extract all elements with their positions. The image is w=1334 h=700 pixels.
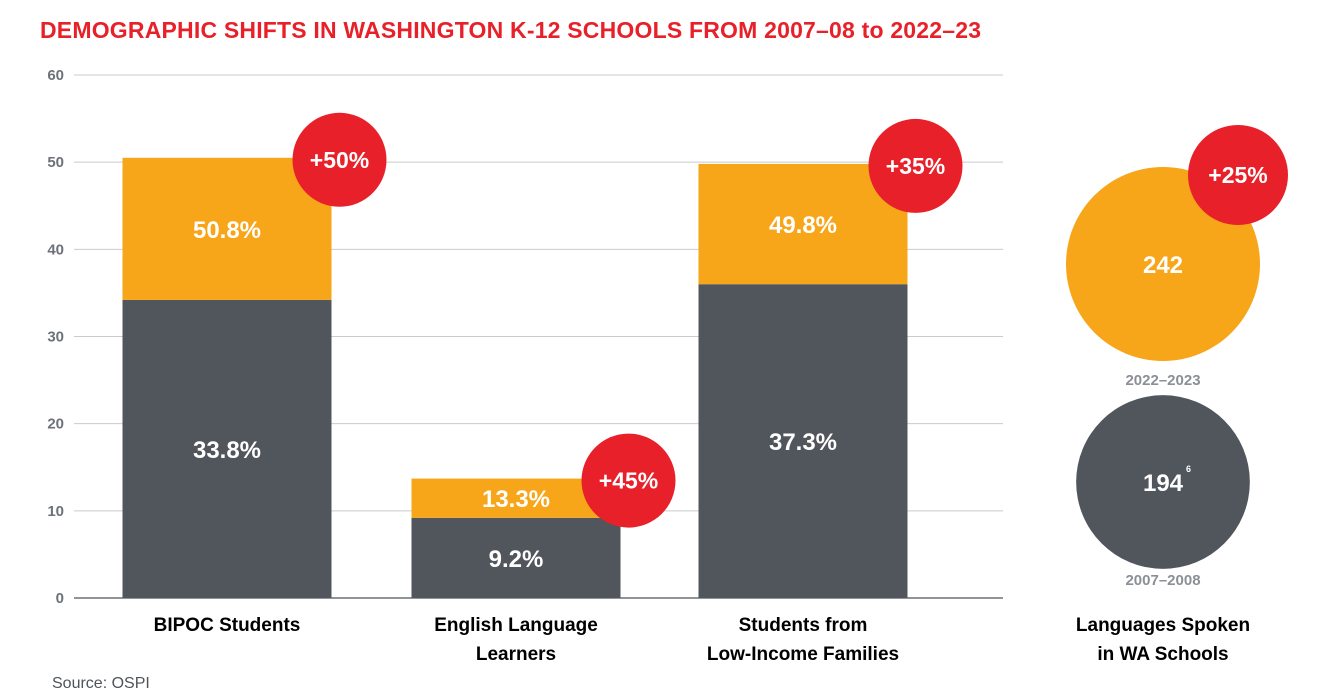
- increase-badge: [292, 112, 387, 207]
- language-bubble: [1076, 395, 1250, 569]
- y-tick-label: 60: [47, 67, 64, 84]
- y-tick-label: 40: [47, 241, 64, 258]
- y-tick-label: 0: [56, 590, 64, 607]
- y-tick-label: 50: [47, 154, 64, 171]
- increase-badge: [868, 118, 963, 213]
- y-tick-label: 30: [47, 329, 64, 346]
- category-label: Low-Income Families: [707, 644, 899, 665]
- y-tick-label: 10: [47, 503, 64, 520]
- increase-badge-label: +45%: [599, 468, 658, 494]
- bar-value-label: 50.8%: [193, 217, 261, 244]
- bar-value-label: 13.3%: [482, 486, 550, 513]
- footnote-marker: 6: [1186, 464, 1191, 474]
- language-count-label: 194: [1143, 470, 1184, 497]
- increase-badge: [1188, 125, 1288, 225]
- bar-value-label: 49.8%: [769, 212, 837, 239]
- increase-badge-label: +50%: [310, 147, 369, 173]
- bubble-year-label: 2022–2023: [1125, 372, 1200, 389]
- increase-badge-label: +25%: [1208, 162, 1267, 188]
- increase-badge-label: +35%: [886, 153, 945, 179]
- y-tick-label: 20: [47, 416, 64, 433]
- bar-segment-2007-08: [122, 299, 332, 598]
- category-label: Languages Spoken: [1076, 615, 1250, 636]
- bar-value-label: 37.3%: [769, 429, 837, 456]
- chart-title: DEMOGRAPHIC SHIFTS IN WASHINGTON K-12 SC…: [40, 17, 982, 43]
- increase-badge: [581, 433, 676, 528]
- category-label: BIPOC Students: [154, 615, 301, 636]
- bar-segment-2022-23: [122, 157, 332, 300]
- bar-segment-2007-08: [698, 284, 908, 598]
- category-label: in WA Schools: [1097, 644, 1228, 665]
- category-label: English Language: [434, 615, 598, 636]
- category-label: Students from: [739, 615, 868, 636]
- bar-value-label: 9.2%: [489, 546, 544, 573]
- bubble-year-label: 2007–2008: [1125, 572, 1200, 589]
- category-label: Learners: [476, 644, 556, 665]
- source-note: Source: OSPI: [52, 675, 150, 692]
- language-count-label: 242: [1143, 252, 1183, 279]
- bar-segment-2007-08: [411, 517, 621, 598]
- bar-value-label: 33.8%: [193, 437, 261, 464]
